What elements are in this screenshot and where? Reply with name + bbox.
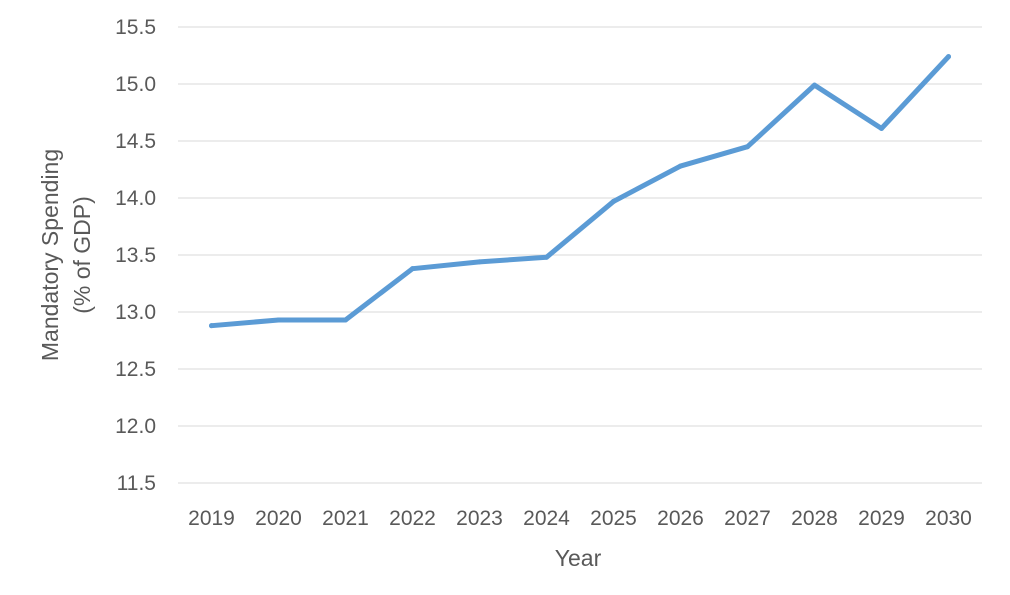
series-line [209, 54, 951, 329]
series-layer [209, 54, 951, 329]
data-point [812, 82, 817, 88]
x-tick-label: 2022 [389, 507, 436, 530]
x-tick-label: 2030 [925, 507, 972, 530]
y-tick-label: 13.0 [115, 301, 156, 324]
data-point [745, 144, 750, 150]
x-tick-label: 2019 [188, 507, 235, 530]
data-point [343, 317, 348, 323]
y-axis-title: Mandatory Spending (% of GDP) [37, 149, 95, 361]
data-point [946, 54, 951, 60]
x-tick-label: 2020 [255, 507, 302, 530]
y-tick-label: 12.5 [115, 358, 156, 381]
x-axis-title: Year [555, 545, 602, 571]
y-tick-label: 13.5 [115, 244, 156, 267]
y-tick-label: 15.0 [115, 73, 156, 96]
gridlines [178, 26, 982, 484]
x-tick-label: 2028 [791, 507, 838, 530]
x-tick-label: 2025 [590, 507, 637, 530]
y-tick-label: 12.0 [115, 415, 156, 438]
y-axis-title-line-1: Mandatory Spending [37, 149, 63, 361]
data-point [879, 125, 884, 131]
data-point [544, 254, 549, 260]
y-tick-label: 11.5 [117, 472, 156, 495]
x-tick-label: 2024 [523, 507, 570, 530]
x-tick-label: 2021 [322, 507, 369, 530]
data-point [611, 198, 616, 204]
y-axis-title-line-2: (% of GDP) [69, 196, 95, 314]
y-tick-label: 15.5 [115, 16, 156, 39]
y-axis-tick-labels: 11.5 12.0 12.5 13.0 13.5 14.0 14.5 15.0 15.5 [115, 16, 156, 495]
data-point [410, 266, 415, 272]
data-point [477, 259, 482, 265]
x-tick-label: 2027 [724, 507, 771, 530]
y-tick-label: 14.5 [115, 130, 156, 153]
x-axis-tick-labels: 2019 2020 2021 2022 2023 2024 2025 2026 2027 2028… [188, 507, 972, 530]
data-point [209, 323, 214, 329]
x-tick-label: 2026 [657, 507, 704, 530]
data-point [678, 163, 683, 169]
x-tick-label: 2023 [456, 507, 503, 530]
x-tick-label: 2029 [858, 507, 905, 530]
data-point [276, 317, 281, 323]
y-tick-label: 14.0 [115, 187, 156, 210]
